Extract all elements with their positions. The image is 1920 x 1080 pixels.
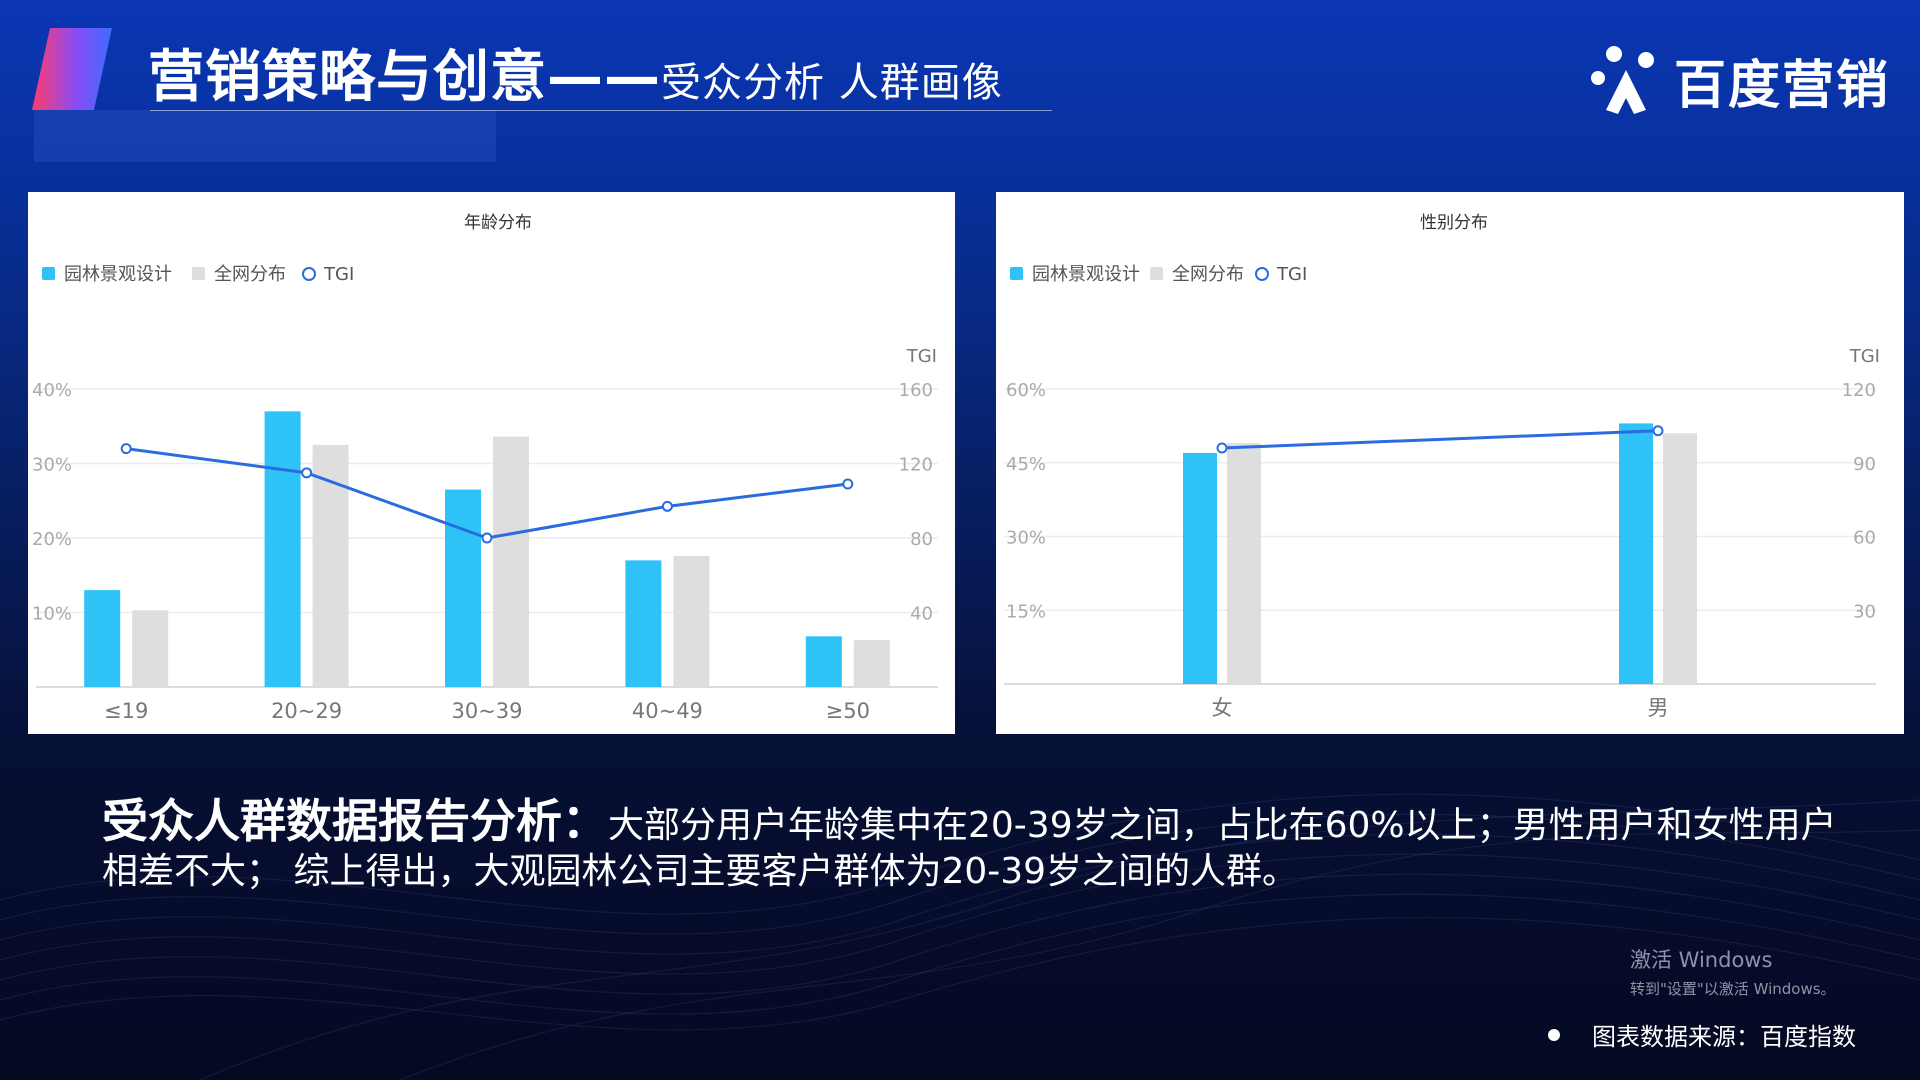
summary-body: 大部分用户年龄集中在20-39岁之间，占比在60%以上；男性用户和女性用户相差不… xyxy=(102,805,1837,892)
legend-label: TGI xyxy=(1276,264,1307,285)
legend-swatch xyxy=(302,267,316,281)
tgi-point xyxy=(301,467,313,479)
x-tick-label: 女 xyxy=(1212,696,1233,720)
bar-secondary xyxy=(493,436,529,687)
bar-primary xyxy=(625,560,662,687)
x-tick-label: ≤19 xyxy=(104,699,148,723)
page-title-sub: 受众分析 人群画像 xyxy=(661,60,1003,106)
windows-activation-watermark: 激活 Windows 转到"设置"以激活 Windows。 xyxy=(1630,944,1836,999)
bar-primary xyxy=(1183,452,1217,684)
tgi-line xyxy=(126,447,848,540)
bar-secondary xyxy=(853,640,890,687)
tgi-point xyxy=(1652,425,1664,437)
watermark-line-1: 激活 Windows xyxy=(1630,948,1773,972)
bar-primary xyxy=(805,636,842,687)
bar-secondary xyxy=(132,610,169,687)
tgi-point xyxy=(481,532,493,544)
bar-secondary xyxy=(673,555,710,687)
y-left-tick-label: 60% xyxy=(1006,380,1046,401)
bar-primary xyxy=(264,411,301,687)
watermark-line-2: 转到"设置"以激活 Windows。 xyxy=(1630,980,1836,998)
legend-label: 园林景观设计 xyxy=(1032,264,1140,285)
brand-name: 百度营销 xyxy=(1673,55,1890,116)
x-tick-label: 30~39 xyxy=(451,699,522,723)
y-left-tick-label: 30% xyxy=(1006,528,1046,549)
x-tick-label: 20~29 xyxy=(271,699,342,723)
legend-label: TGI xyxy=(323,264,354,285)
x-tick-label: 40~49 xyxy=(632,699,703,723)
baidu-paw-icon xyxy=(1590,46,1654,114)
summary-lead: 受众人群数据报告分析： xyxy=(102,794,608,848)
y-right-tick-label: 160 xyxy=(899,380,933,401)
chart-title: 年龄分布 xyxy=(464,213,532,233)
legend-label: 全网分布 xyxy=(1172,264,1244,285)
y-right-tick-label: 80 xyxy=(910,529,933,550)
y-right-tick-label: 60 xyxy=(1853,528,1876,549)
title-underline xyxy=(150,110,1052,111)
data-source-text: 图表数据来源：百度指数 xyxy=(1592,1023,1856,1051)
bullet-dot xyxy=(1548,1028,1560,1041)
legend-swatch xyxy=(42,267,55,280)
y-left-tick-label: 15% xyxy=(1006,601,1046,622)
y-right-tick-label: 120 xyxy=(899,455,933,476)
brand-logo: 百度营销 xyxy=(1586,40,1890,120)
bar-secondary xyxy=(1227,443,1261,684)
legend-label: 园林景观设计 xyxy=(64,264,172,285)
y-right-tick-label: 40 xyxy=(910,604,933,625)
title-shadow-block xyxy=(34,110,496,162)
bar-primary xyxy=(84,590,121,687)
bar-primary xyxy=(1619,423,1653,684)
y-left-tick-label: 10% xyxy=(32,604,72,625)
y-left-tick-label: 40% xyxy=(32,380,72,401)
legend-swatch xyxy=(1010,267,1023,280)
tgi-point xyxy=(120,443,132,455)
tgi-point xyxy=(661,500,673,512)
y-right-axis-label: TGI xyxy=(906,346,937,367)
title-accent-bar xyxy=(32,28,112,110)
legend-label: 全网分布 xyxy=(214,264,286,285)
y-left-tick-label: 30% xyxy=(32,455,72,476)
bar-secondary xyxy=(1663,433,1697,684)
tgi-point xyxy=(1216,442,1228,454)
y-right-tick-label: 30 xyxy=(1853,601,1876,622)
y-right-axis-label: TGI xyxy=(1849,346,1880,367)
legend-swatch xyxy=(1150,267,1163,280)
x-tick-label: ≥50 xyxy=(826,699,870,723)
y-right-tick-label: 120 xyxy=(1842,380,1876,401)
age-chart-panel: 年龄分布园林景观设计 全网分布 TGI 40% 160 30% 120 20% 80 10% 40 T… xyxy=(28,192,955,734)
bar-primary xyxy=(445,489,481,687)
analysis-summary: 受众人群数据报告分析：大部分用户年龄集中在20-39岁之间，占比在60%以上；男… xyxy=(102,798,1842,895)
y-right-tick-label: 90 xyxy=(1853,454,1876,475)
legend-swatch xyxy=(1255,267,1269,281)
tgi-point xyxy=(842,478,854,490)
chart-title: 性别分布 xyxy=(1420,213,1488,233)
page-title-main: 营销策略与创意—— xyxy=(148,45,661,110)
page-title: 营销策略与创意——受众分析 人群画像 xyxy=(148,32,1003,113)
y-left-tick-label: 45% xyxy=(1006,454,1046,475)
y-left-tick-label: 20% xyxy=(32,529,72,550)
tgi-line xyxy=(1221,429,1659,450)
x-tick-label: 男 xyxy=(1648,696,1669,720)
gender-chart-panel: 性别分布园林景观设计 全网分布 TGI 60% 120 45% 90 30% 60 15% 30 TG… xyxy=(996,192,1904,734)
legend-swatch xyxy=(192,267,205,280)
data-source-note: 图表数据来源：百度指数 xyxy=(1548,1017,1856,1052)
